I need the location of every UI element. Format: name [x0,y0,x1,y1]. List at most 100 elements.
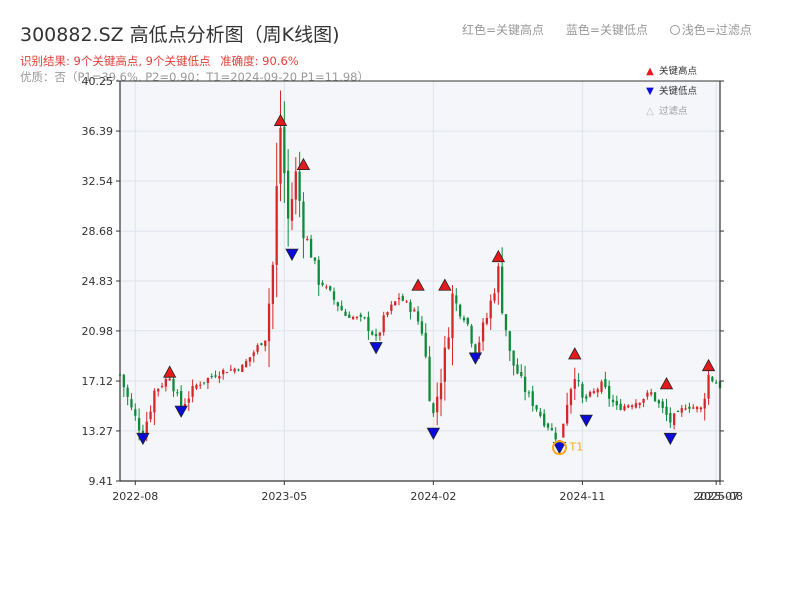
result-accuracy-text: 准确度: 90.6% [220,54,299,68]
candle-body [260,343,263,346]
candle-body [348,314,351,318]
candle-body [585,396,588,399]
candle-body [382,315,385,333]
x-tick-label: 2022-08 [112,490,158,503]
candle-body [680,408,683,413]
candle-body [535,405,538,410]
candle-body [420,321,424,334]
key-high-marker [701,358,716,372]
key-high-marker [438,278,452,291]
candle-body [313,257,317,261]
candle-body [206,378,210,383]
candle-body [504,314,508,331]
candle-body [390,304,393,311]
candle-body [329,286,332,291]
candle-body [531,391,534,406]
top-legend-low: 蓝色=关键低点 [565,23,648,37]
key-low-marker [369,342,383,355]
x-tick-label: 2025-08 [697,490,743,503]
candle-body [237,369,240,371]
candle-body [615,400,618,406]
candle-body [577,380,580,382]
candle-body [210,376,213,378]
top-legend: 红色=关键高点 蓝色=关键低点 浅色=过滤点 [462,21,770,38]
candle-body [623,406,626,411]
candles [118,90,722,446]
top-legend-high: 红色=关键高点 [462,23,545,37]
y-tick-label: 9.41 [89,475,114,488]
candle-body [665,406,668,415]
result-peaks-text: 识别结果: 9个关键高点, 9个关键低点 [20,54,211,68]
blue-triangle-down-icon: ▼ [646,86,654,97]
candle-body [596,389,599,393]
candle-body [130,399,133,408]
candle-body [569,389,573,406]
candle-body [416,311,420,322]
candle-body [520,372,523,377]
key-high-marker [411,278,425,291]
candle-body [539,411,542,417]
x-tick-label: 2025-07 [693,490,739,503]
candle-body [501,266,504,314]
candle-body [630,405,634,408]
candle-body [672,413,676,426]
candle-body [122,374,125,388]
candle-body [218,376,221,379]
x-tick-label: 2024-02 [410,490,456,503]
candle-body [688,406,691,409]
x-tick-label: 2023-05 [261,490,307,503]
candle-body [627,405,630,408]
result-line: 识别结果: 9个关键高点, 9个关键低点 准确度: 90.6% [20,53,305,69]
candle-body [428,356,431,402]
candle-body [512,350,515,366]
y-tick-label: 24.83 [82,275,114,288]
candle-body [554,432,557,440]
candle-body [695,406,699,410]
candle-body [458,304,462,317]
candle-body [436,396,439,413]
markers: T1 [136,113,716,456]
candle-body [244,361,248,368]
candle-body [202,382,206,384]
y-tick-label: 13.27 [82,425,114,438]
candle-body [619,403,622,410]
candle-body [160,386,164,388]
candle-body [497,266,500,293]
candle-body [439,383,443,400]
candle-body [470,325,473,344]
candle-body [164,378,168,387]
candle-body [355,316,359,318]
candle-body [562,423,565,438]
candle-body [707,374,710,399]
candle-body [157,388,160,392]
candle-body [474,344,477,354]
candle-body [363,317,366,319]
candle-body [466,317,469,324]
candle-body [581,383,584,398]
candle-body [332,291,336,300]
candle-body [172,379,175,392]
key-high-marker [659,377,674,390]
candle-body [229,369,232,371]
key-low-marker [426,427,441,440]
key-high-marker [491,249,506,263]
key-low-marker [663,432,677,446]
candle-body [256,345,259,352]
candle-body [264,340,267,347]
candle-body [371,331,374,335]
candle-body [397,297,401,300]
candle-body [367,316,370,331]
candle-body [516,364,519,374]
candle-body [657,400,660,404]
candle-body [489,300,492,319]
red-triangle-up-icon: ▲ [646,66,654,77]
candle-body [646,392,649,397]
t1-label: T1 [568,441,583,454]
candle-body [180,391,183,409]
candle-body [294,171,297,200]
top-legend-filtered: 浅色=过滤点 [681,23,752,37]
key-low-marker [136,432,150,446]
candle-body [478,342,481,353]
candle-body [401,296,404,301]
